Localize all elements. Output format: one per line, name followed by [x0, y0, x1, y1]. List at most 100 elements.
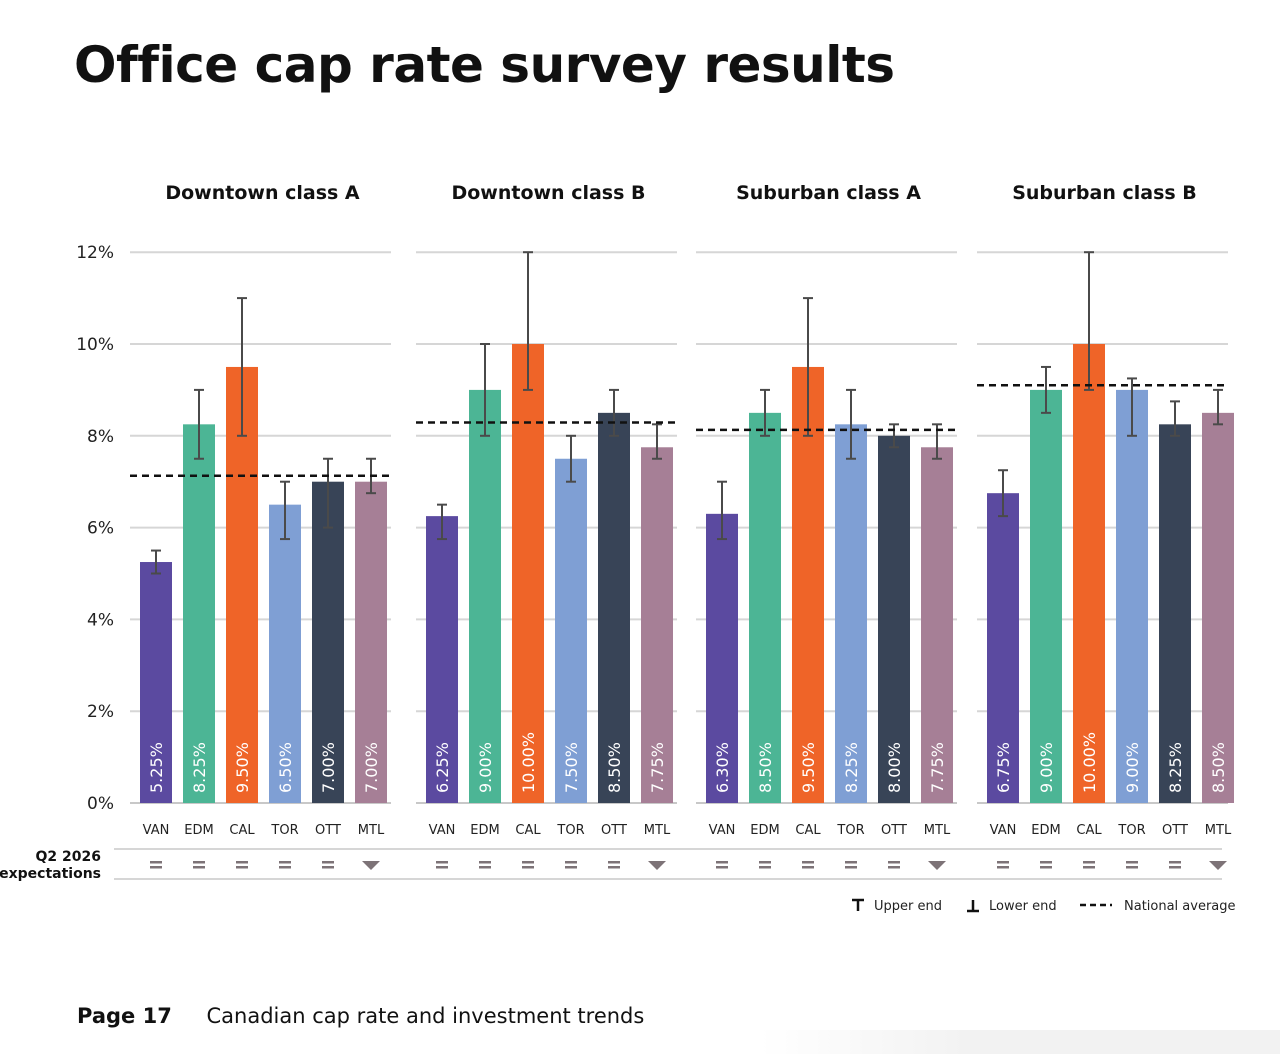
- bar: [183, 424, 215, 803]
- equals-bar: [193, 861, 205, 864]
- x-tick-label: OTT: [1162, 823, 1188, 838]
- equals-icon: [279, 861, 291, 869]
- equals-bar: [845, 866, 857, 869]
- equals-bar: [997, 861, 1009, 864]
- equals-icon: [888, 861, 900, 869]
- equals-bar: [1083, 866, 1095, 869]
- equals-icon: [150, 861, 162, 869]
- x-tick-label: TOR: [836, 823, 864, 838]
- x-tick-label: OTT: [315, 823, 341, 838]
- equals-icon: [997, 861, 1009, 869]
- bar-value-label: 7.75%: [928, 742, 947, 793]
- bar-value-label: 8.25%: [1166, 742, 1185, 793]
- x-tick-label: VAN: [990, 823, 1017, 838]
- bar-value-label: 9.00%: [1037, 742, 1056, 793]
- x-tick-label: VAN: [709, 823, 736, 838]
- equals-bar: [479, 866, 491, 869]
- bar: [469, 389, 501, 803]
- bar: [226, 366, 258, 803]
- equals-bar: [845, 861, 857, 864]
- bar-value-label: 6.50%: [276, 742, 295, 793]
- bar-value-label: 7.00%: [319, 742, 338, 793]
- bar: [426, 516, 458, 803]
- equals-bar: [236, 861, 248, 864]
- bar: [749, 412, 781, 803]
- bar: [987, 493, 1019, 803]
- equals-bar: [802, 861, 814, 864]
- equals-bar: [322, 866, 334, 869]
- y-tick-label: 4%: [87, 610, 114, 630]
- y-tick-label: 0%: [87, 794, 114, 814]
- x-tick-label: TOR: [270, 823, 298, 838]
- page-number: Page 17: [77, 1004, 172, 1028]
- down-triangle-icon: [1209, 861, 1227, 870]
- equals-bar: [436, 866, 448, 869]
- bar-value-label: 6.30%: [713, 742, 732, 793]
- x-tick-label: OTT: [601, 823, 627, 838]
- bar: [792, 366, 824, 803]
- equals-icon: [1126, 861, 1138, 869]
- equals-icon: [608, 861, 620, 869]
- bar-value-label: 8.50%: [1209, 742, 1228, 793]
- bar: [1073, 344, 1105, 803]
- x-tick-label: EDM: [750, 823, 779, 838]
- lower-end-icon: [967, 900, 979, 913]
- equals-icon: [1083, 861, 1095, 869]
- equals-bar: [716, 866, 728, 869]
- equals-bar: [193, 866, 205, 869]
- bar: [598, 412, 630, 803]
- equals-bar: [888, 866, 900, 869]
- equals-bar: [279, 861, 291, 864]
- expectations-label-line1: Q2 2026: [36, 849, 101, 865]
- x-tick-label: MTL: [1205, 823, 1232, 838]
- bar-value-label: 8.50%: [605, 742, 624, 793]
- bar: [641, 447, 673, 803]
- panel-title: Suburban class B: [1012, 182, 1197, 204]
- bar-value-label: 7.00%: [362, 742, 381, 793]
- equals-icon: [236, 861, 248, 869]
- legend-lower-end: Lower end: [989, 899, 1057, 914]
- bar: [1202, 412, 1234, 803]
- equals-bar: [1040, 866, 1052, 869]
- panel-title: Suburban class A: [736, 182, 921, 204]
- x-tick-label: VAN: [143, 823, 170, 838]
- equals-icon: [522, 861, 534, 869]
- equals-icon: [1040, 861, 1052, 869]
- equals-bar: [565, 861, 577, 864]
- bar: [355, 481, 387, 803]
- down-triangle-icon: [928, 861, 946, 870]
- equals-bar: [150, 866, 162, 869]
- bar-value-label: 8.25%: [842, 742, 861, 793]
- equals-bar: [1083, 861, 1095, 864]
- equals-icon: [436, 861, 448, 869]
- equals-bar: [522, 861, 534, 864]
- panel-title: Downtown class A: [165, 182, 360, 204]
- equals-bar: [759, 861, 771, 864]
- equals-bar: [759, 866, 771, 869]
- bar-value-label: 9.50%: [233, 742, 252, 793]
- bar-value-label: 9.50%: [799, 742, 818, 793]
- bar-value-label: 9.00%: [476, 742, 495, 793]
- x-tick-label: TOR: [1117, 823, 1145, 838]
- bar: [555, 458, 587, 803]
- equals-bar: [236, 866, 248, 869]
- equals-bar: [436, 861, 448, 864]
- bar-value-label: 7.75%: [648, 742, 667, 793]
- bar-value-label: 5.25%: [147, 742, 166, 793]
- bar-value-label: 7.50%: [562, 742, 581, 793]
- y-tick-label: 2%: [87, 702, 114, 722]
- legend-upper-end: Upper end: [874, 899, 942, 914]
- equals-bar: [565, 866, 577, 869]
- x-tick-label: CAL: [229, 823, 255, 838]
- upper-end-icon: [852, 898, 864, 911]
- down-triangle-icon: [362, 861, 380, 870]
- equals-bar: [997, 866, 1009, 869]
- bar: [269, 504, 301, 803]
- x-tick-label: CAL: [795, 823, 821, 838]
- y-tick-label: 6%: [87, 519, 114, 539]
- bar-value-label: 6.25%: [433, 742, 452, 793]
- y-tick-label: 8%: [87, 427, 114, 447]
- bar-value-label: 10.00%: [519, 732, 538, 793]
- equals-icon: [802, 861, 814, 869]
- x-tick-label: MTL: [924, 823, 951, 838]
